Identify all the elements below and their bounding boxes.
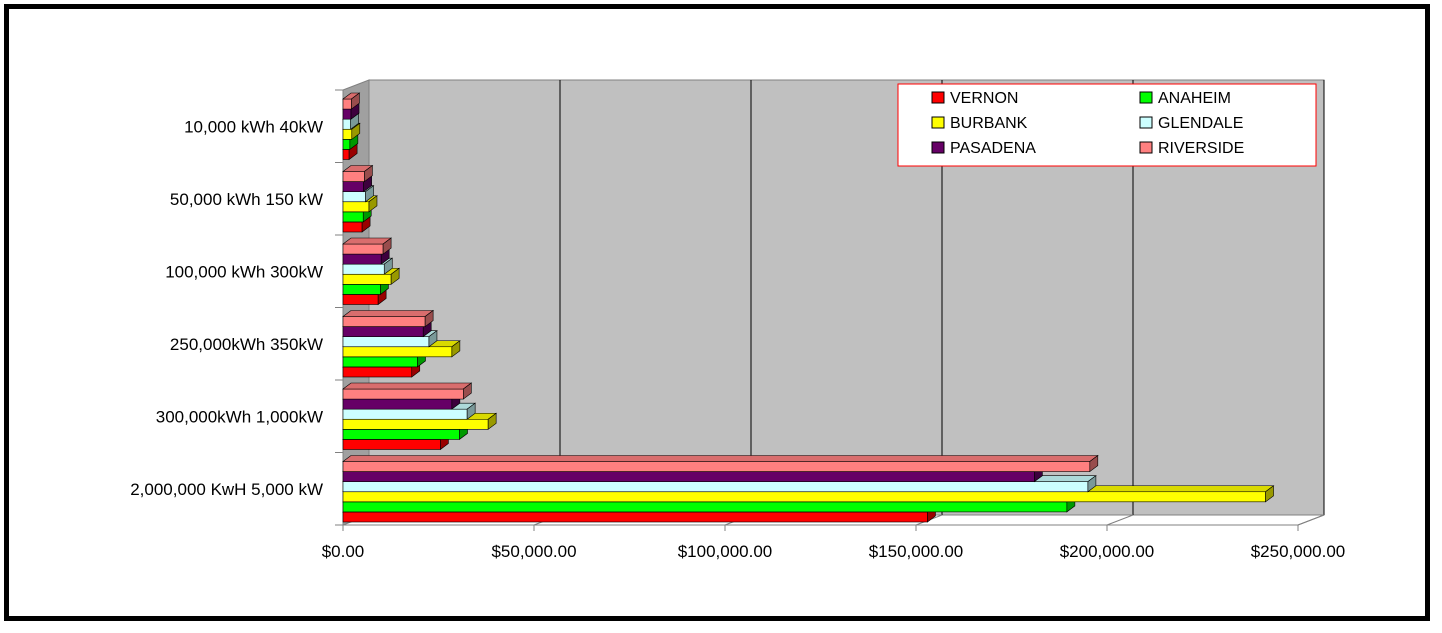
- bar-burbank: [342, 128, 353, 140]
- bar-end-burbank: [368, 195, 378, 213]
- bar-pasadena: [342, 471, 1035, 482]
- bar-anaheim: [342, 429, 460, 440]
- bar-pasadena: [342, 253, 382, 265]
- bar-anaheim: [342, 501, 1068, 513]
- bar-vernon: [342, 366, 413, 378]
- legend-swatch-burbank: [931, 116, 945, 129]
- bar-end-riverside: [1089, 454, 1099, 473]
- bar-glendale: [342, 263, 385, 275]
- x-tick-label: $0.00: [322, 542, 365, 561]
- legend-label-pasadena: PASADENA: [950, 140, 1036, 157]
- bar-end-burbank: [390, 267, 400, 285]
- x-tick-label: $50,000.00: [491, 542, 576, 561]
- bar-pasadena: [342, 398, 453, 410]
- legend-swatch-vernon: [931, 91, 945, 104]
- bar-vernon: [342, 439, 441, 450]
- bar-end-burbank: [487, 412, 497, 430]
- legend: [897, 83, 1317, 167]
- bar-riverside: [342, 243, 384, 255]
- bar-anaheim: [342, 139, 351, 150]
- bar-pasadena: [342, 326, 424, 337]
- bar-burbank: [342, 491, 1266, 503]
- legend-label-anaheim: ANAHEIM: [1158, 90, 1231, 107]
- bar-end-glendale: [466, 402, 476, 420]
- bar-anaheim: [342, 356, 418, 368]
- bar-glendale: [342, 336, 430, 348]
- bar-vernon: [342, 294, 379, 305]
- bar-glendale: [342, 408, 468, 420]
- bar-end-riverside: [382, 237, 392, 255]
- category-label: 10,000 kWh 40kW: [184, 117, 323, 136]
- legend-label-riverside: RIVERSIDE: [1158, 140, 1244, 157]
- bar-end-riverside: [463, 382, 472, 400]
- bar-end-glendale: [428, 330, 438, 348]
- category-label: 250,000kWh 350kW: [170, 335, 323, 354]
- bar-vernon: [342, 511, 928, 523]
- chart-frame: $0.00 $50,000.00 $100,000.00 $150,000.00 $20…: [4, 4, 1430, 621]
- legend-label-vernon: VERNON: [950, 90, 1018, 107]
- category-label: 50,000 kWh 150 kW: [170, 190, 323, 209]
- legend-swatch-riverside: [1139, 141, 1153, 154]
- category-label: 300,000kWh 1,000kW: [156, 407, 323, 426]
- floor-gridline: [1106, 514, 1134, 526]
- bar-end-burbank: [351, 122, 361, 140]
- bar-anaheim: [342, 284, 381, 295]
- legend-swatch-glendale: [1139, 116, 1153, 129]
- legend-label-burbank: BURBANK: [950, 115, 1028, 132]
- bar-burbank: [342, 201, 370, 213]
- bar-riverside: [342, 461, 1091, 472]
- bar-vernon: [342, 149, 350, 160]
- bar-chart: $0.00 $50,000.00 $100,000.00 $150,000.00 $20…: [130, 79, 1346, 561]
- bar-burbank: [342, 418, 489, 430]
- legend-swatch-pasadena: [931, 141, 945, 154]
- bar-glendale: [342, 191, 366, 203]
- bar-pasadena: [342, 181, 364, 192]
- bar-end-riverside: [424, 309, 434, 328]
- x-tick-label: $150,000.00: [869, 542, 964, 561]
- bar-riverside: [342, 98, 352, 110]
- bar-end-glendale: [1087, 475, 1097, 493]
- bar-end-glendale: [365, 185, 374, 203]
- bar-top-riverside: [342, 310, 435, 317]
- x-tick-label: $250,000.00: [1251, 542, 1346, 561]
- category-label: 100,000 kWh 300kW: [165, 262, 323, 281]
- bar-riverside: [342, 388, 464, 400]
- floor-gridline: [1297, 514, 1325, 526]
- bar-pasadena: [342, 108, 352, 120]
- bar-top-riverside: [342, 382, 473, 390]
- category-label: 2,000,000 KwH 5,000 kW: [130, 480, 323, 499]
- bar-end-riverside: [364, 164, 373, 183]
- bar-end-riverside: [351, 92, 360, 110]
- bar-riverside: [342, 316, 426, 327]
- bar-glendale: [342, 118, 351, 130]
- bar-end-burbank: [1265, 485, 1274, 503]
- bar-end-burbank: [451, 340, 461, 358]
- x-tick-label: $100,000.00: [678, 542, 773, 561]
- bar-burbank: [342, 273, 392, 285]
- x-tick-label: $200,000.00: [1060, 542, 1155, 561]
- bar-burbank: [342, 346, 453, 358]
- bar-glendale: [342, 481, 1089, 493]
- legend-swatch-anaheim: [1139, 91, 1153, 104]
- bar-anaheim: [342, 211, 364, 223]
- bar-end-glendale: [383, 257, 393, 275]
- bar-vernon: [342, 221, 363, 233]
- bar-top-riverside: [342, 455, 1099, 462]
- bar-riverside: [342, 171, 365, 182]
- legend-label-glendale: GLENDALE: [1158, 115, 1243, 132]
